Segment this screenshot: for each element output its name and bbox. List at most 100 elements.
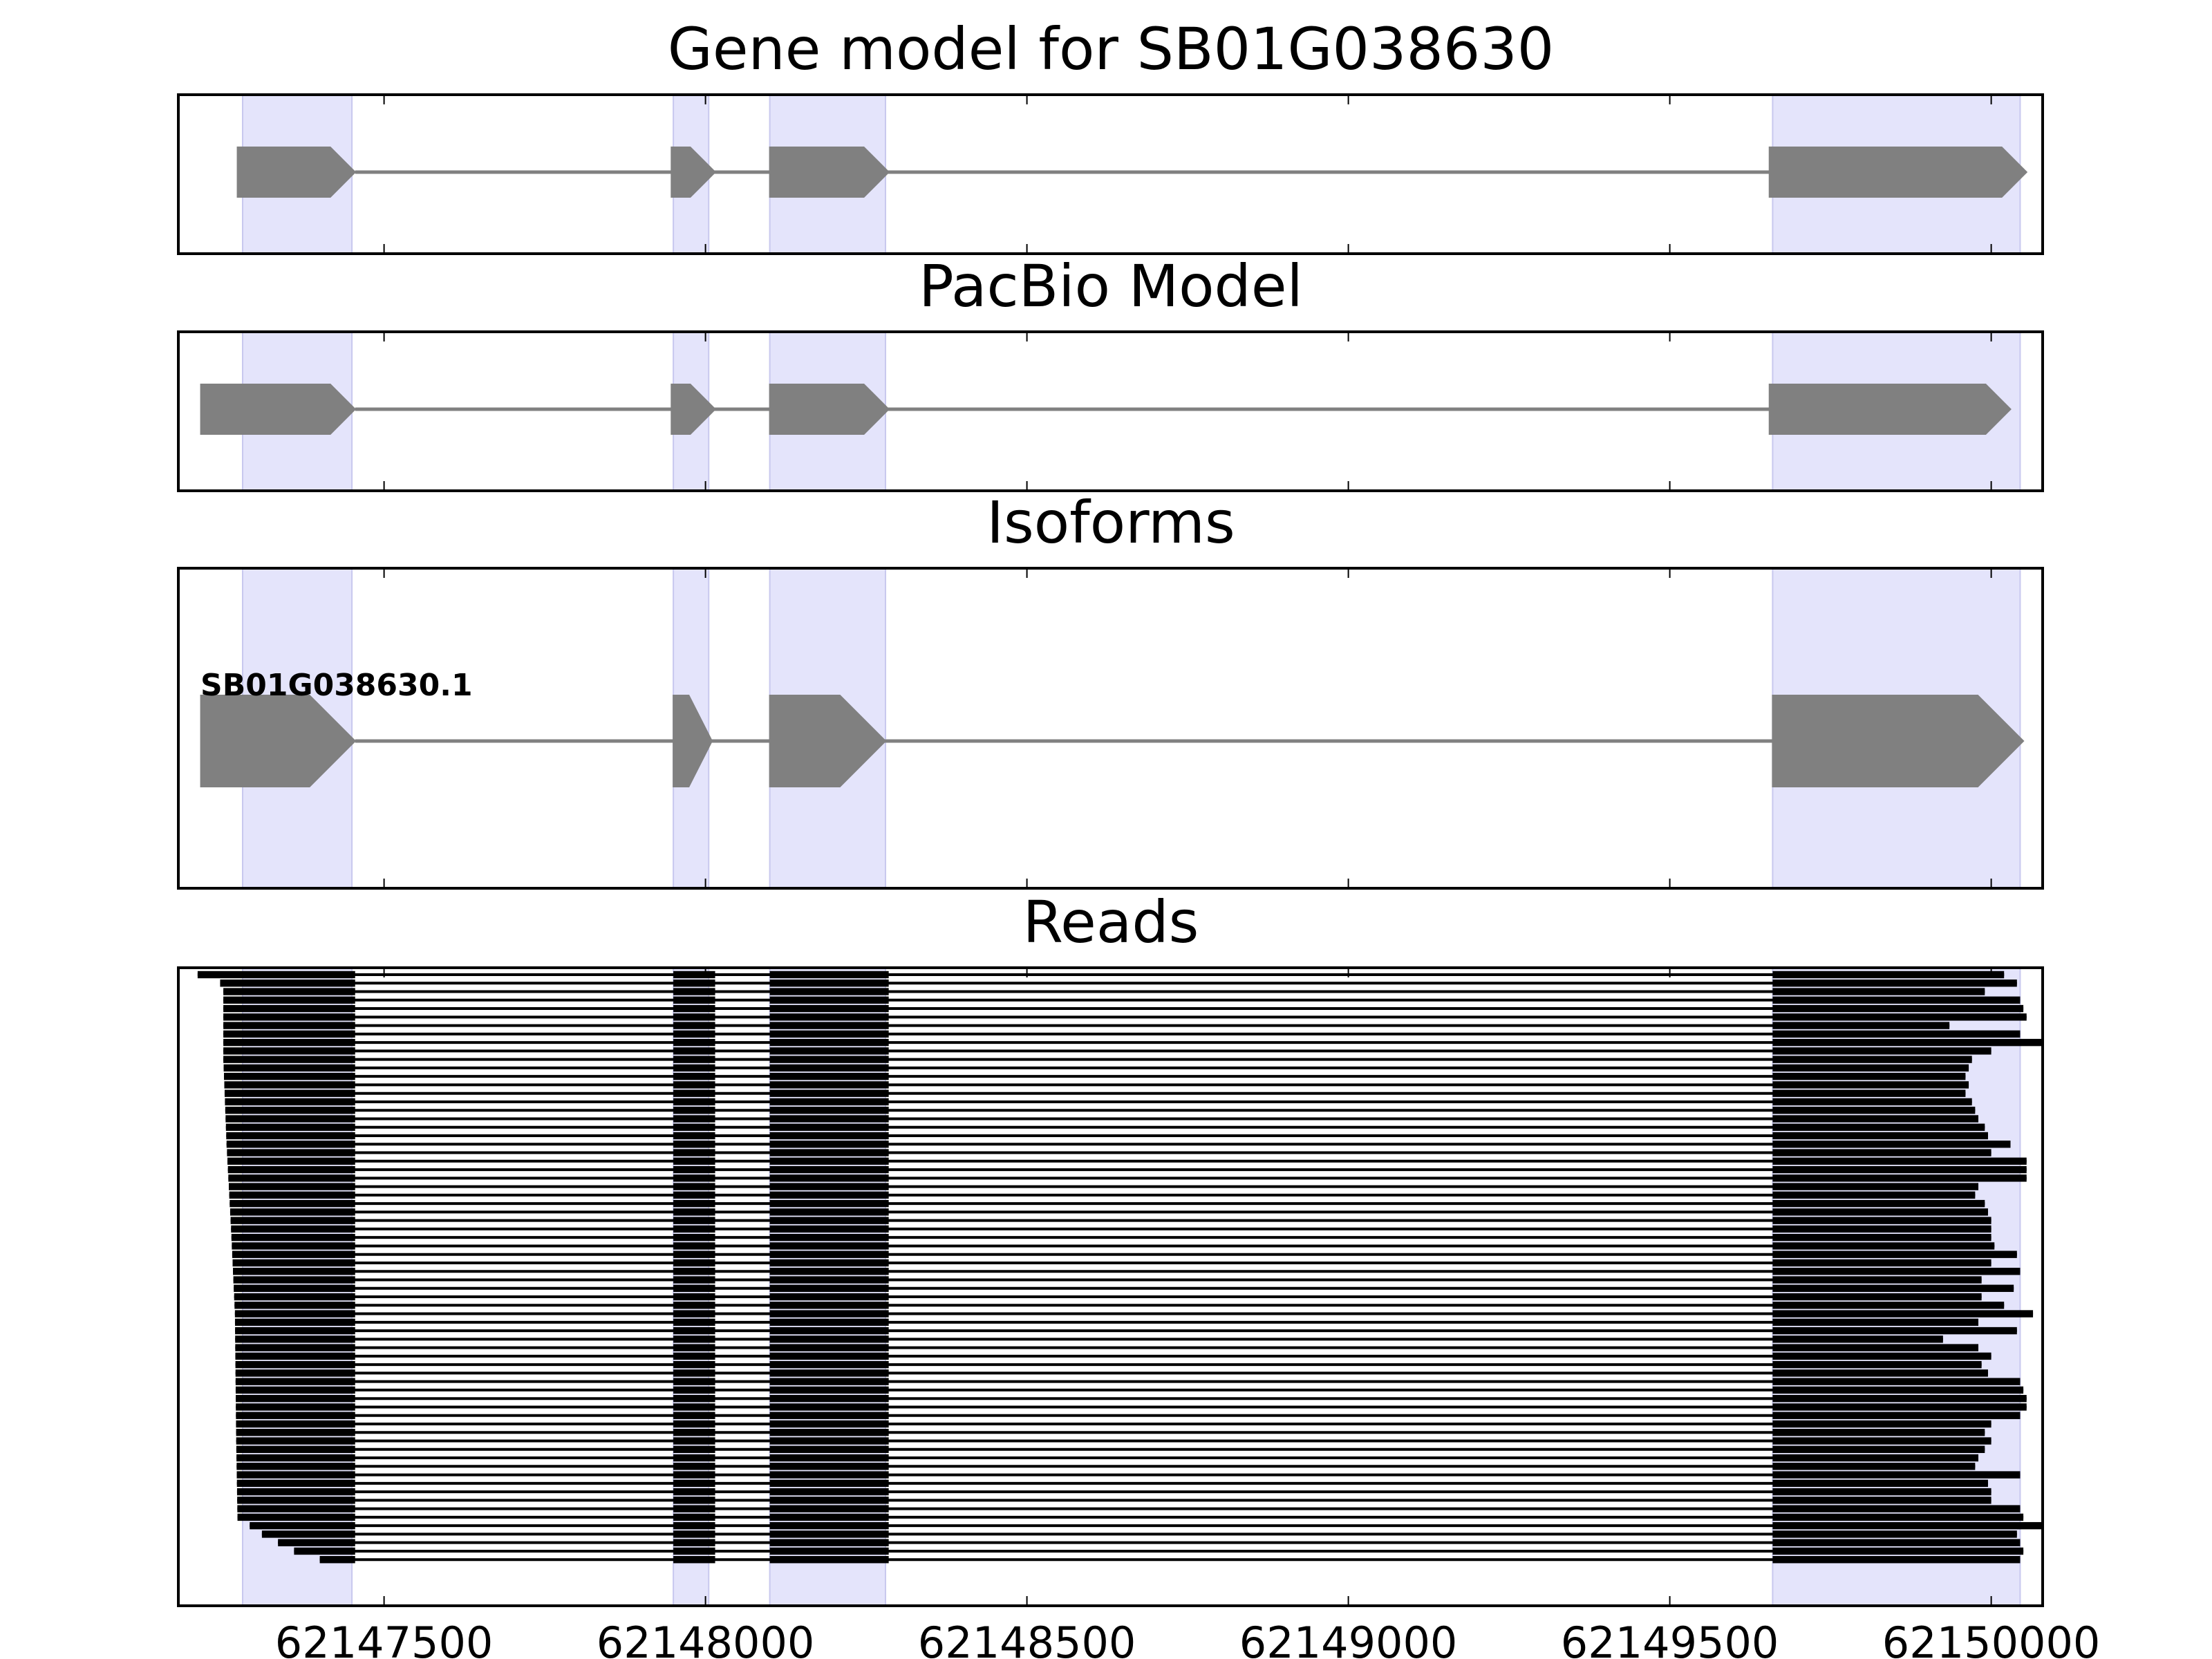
read-exon xyxy=(1772,1089,1966,1097)
read-exon xyxy=(673,1318,715,1327)
read-exon xyxy=(1772,1165,2027,1174)
read-exon xyxy=(769,1539,889,1546)
read-exon xyxy=(769,1047,889,1055)
read-exon xyxy=(769,1394,889,1403)
read-exon xyxy=(223,1022,355,1029)
read xyxy=(234,1293,1982,1301)
read-exon xyxy=(769,1242,889,1250)
read xyxy=(225,1098,1972,1106)
read-exon xyxy=(1772,1191,1976,1199)
read-exon xyxy=(769,1530,889,1538)
x-tick-label: 62149000 xyxy=(1239,1618,1458,1659)
read-exon xyxy=(769,1038,889,1047)
read-exon xyxy=(769,1327,889,1335)
read xyxy=(237,1513,2024,1521)
read-exon xyxy=(673,1250,715,1258)
read xyxy=(234,1318,1978,1327)
x-tick-label: 62148000 xyxy=(597,1618,815,1659)
read xyxy=(235,1360,1982,1369)
read xyxy=(237,1505,2021,1512)
panel-title: Gene model for SB01G038630 xyxy=(668,15,1554,83)
read-exon xyxy=(235,1360,355,1369)
read xyxy=(223,1013,2027,1021)
read-exon xyxy=(1772,1318,1978,1327)
read-exon xyxy=(673,1437,715,1445)
read-exon xyxy=(673,1098,715,1106)
read-exon xyxy=(673,1369,715,1377)
read-exon xyxy=(232,1250,355,1258)
read-exon xyxy=(769,1445,889,1453)
read-exon xyxy=(673,1174,715,1182)
read xyxy=(237,1497,1991,1504)
read-exon xyxy=(1772,1225,1991,1233)
read-exon xyxy=(1772,1547,2024,1555)
read-exon xyxy=(1772,1284,2014,1292)
read-exon xyxy=(769,1284,889,1292)
read-exon xyxy=(234,1310,355,1318)
read-exon xyxy=(769,1437,889,1445)
read-exon xyxy=(1772,1072,1966,1080)
read-exon xyxy=(1772,1022,1950,1029)
panel-4: Reads 62147500 62148000 62148500 62149000 621… xyxy=(177,888,2100,1659)
read-exon xyxy=(1772,1488,1991,1496)
read-exon xyxy=(1772,1302,2005,1309)
read-exon xyxy=(673,1233,715,1241)
exon-arrow xyxy=(769,695,887,787)
read-exon xyxy=(223,1004,355,1013)
read-exon xyxy=(1772,1199,1985,1208)
read-exon xyxy=(673,1463,715,1470)
read-exon xyxy=(1772,1268,2021,1275)
read-exon xyxy=(1772,1242,1995,1250)
read xyxy=(229,1199,1985,1208)
read-exon xyxy=(769,1115,889,1123)
read-exon xyxy=(673,1183,715,1190)
read xyxy=(233,1268,2021,1275)
read-exon xyxy=(769,1191,889,1199)
panel-1: Gene model for SB01G038630 xyxy=(177,15,2044,255)
read-exon xyxy=(1772,1505,2021,1512)
read xyxy=(224,1081,1969,1089)
read-exon xyxy=(769,1174,889,1182)
read-exon xyxy=(1772,1132,1988,1140)
x-tick-label: 62147500 xyxy=(275,1618,494,1659)
read-exon xyxy=(1772,1064,1969,1072)
read-exon xyxy=(673,1030,715,1038)
read-exon xyxy=(236,1403,355,1411)
read-exon xyxy=(769,980,889,987)
exon-arrow xyxy=(673,695,713,787)
read xyxy=(236,1454,1978,1462)
read-exon xyxy=(235,1335,355,1343)
read-exon xyxy=(1772,1276,1982,1284)
read-exon xyxy=(230,1217,355,1224)
read-exon xyxy=(1772,1056,1972,1063)
panel-title: PacBio Model xyxy=(919,252,1303,320)
read xyxy=(235,1352,1991,1360)
read-exon xyxy=(769,1217,889,1224)
read-exon xyxy=(673,1394,715,1403)
read-exon xyxy=(228,1174,355,1182)
panel-background xyxy=(178,95,2043,254)
read-exon xyxy=(236,1420,355,1428)
read-exon xyxy=(1772,1530,2017,1538)
read-exon xyxy=(1772,1123,1985,1131)
read xyxy=(319,1555,2021,1564)
read-exon xyxy=(1772,1352,1991,1360)
read xyxy=(235,1369,1988,1377)
read-exon xyxy=(673,1038,715,1047)
exon-arrow xyxy=(671,147,716,198)
read-exon xyxy=(673,980,715,987)
read-exon xyxy=(673,1149,715,1156)
read xyxy=(229,1208,1988,1216)
read-exon xyxy=(232,1259,355,1267)
read-exon xyxy=(1772,1107,1976,1114)
read-exon xyxy=(769,1132,889,1140)
read-exon xyxy=(1772,1183,1978,1190)
read-exon xyxy=(235,1344,355,1351)
read-exon xyxy=(673,1488,715,1496)
read xyxy=(234,1284,2014,1292)
read-exon xyxy=(1772,996,2021,1004)
read-exon xyxy=(237,1497,355,1504)
read-exon xyxy=(769,1141,889,1148)
read-exon xyxy=(769,1521,889,1530)
